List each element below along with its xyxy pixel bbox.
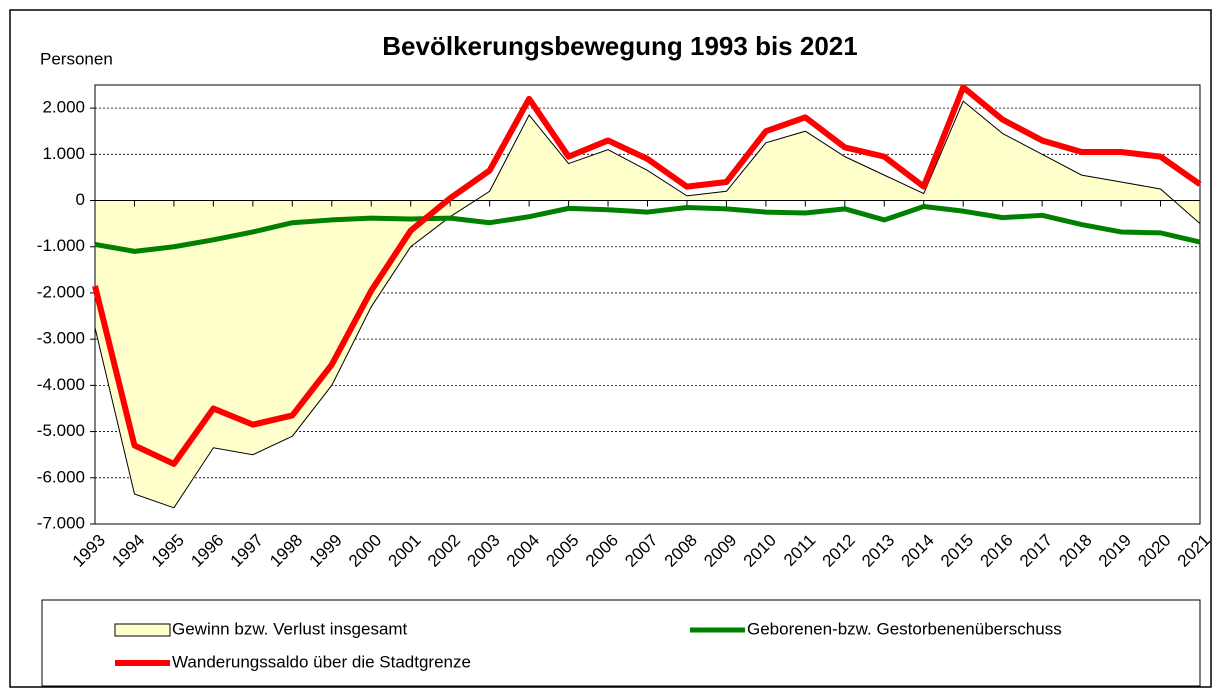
legend-label: Wanderungssaldo über die Stadtgrenze (172, 652, 471, 671)
y-tick-label: -7.000 (37, 513, 85, 532)
y-tick-label: 2.000 (42, 98, 85, 117)
legend-label: Geborenen-bzw. Gestorbenenüberschuss (747, 619, 1062, 638)
x-tick-label: 1997 (227, 531, 267, 571)
y-tick-label: -1.000 (37, 236, 85, 255)
y-tick-label: -6.000 (37, 467, 85, 486)
y-tick-label: -2.000 (37, 282, 85, 301)
x-tick-label: 1996 (187, 531, 227, 571)
x-tick-label: 2000 (345, 531, 385, 571)
x-tick-label: 2014 (898, 531, 938, 571)
x-tick-label: 2007 (621, 531, 661, 571)
x-tick-label: 2019 (1095, 531, 1135, 571)
legend-swatch (114, 623, 171, 637)
x-tick-label: 2015 (937, 531, 977, 571)
x-tick-label: 2005 (542, 531, 582, 571)
x-tick-label: 1995 (148, 531, 188, 571)
y-tick-label: 1.000 (42, 144, 85, 163)
legend (41, 599, 1201, 687)
x-tick-label: 2009 (700, 531, 740, 571)
y-tick-label: -4.000 (37, 375, 85, 394)
x-tick-label: 2016 (976, 531, 1016, 571)
line (94, 204, 1201, 254)
plot-border (94, 84, 1201, 525)
chart-title: Bevölkerungsbewegung 1993 bis 2021 (382, 31, 857, 61)
x-tick-label: 1998 (266, 531, 306, 571)
legend-label: Gewinn bzw. Verlust insgesamt (172, 619, 408, 638)
x-tick-label: 2021 (1174, 531, 1214, 571)
y-tick-label: -3.000 (37, 329, 85, 348)
y-axis-label: Personen (40, 49, 113, 68)
x-tick-label: 1999 (306, 531, 346, 571)
y-tick-label: 0 (76, 190, 85, 209)
chart-border (9, 9, 1212, 688)
x-tick-label: 2001 (385, 531, 425, 571)
x-tick-label: 1993 (69, 531, 109, 571)
x-tick-label: 2010 (740, 531, 780, 571)
x-tick-label: 2006 (582, 531, 622, 571)
x-tick-label: 2017 (1016, 531, 1056, 571)
x-tick-label: 2003 (463, 531, 503, 571)
x-tick-label: 2004 (503, 531, 543, 571)
x-tick-label: 2008 (661, 531, 701, 571)
x-tick-label: 2020 (1134, 531, 1174, 571)
x-tick-label: 2012 (819, 531, 859, 571)
x-tick-label: 2011 (780, 531, 819, 570)
line (92, 84, 1202, 467)
x-tick-label: 2013 (858, 531, 898, 571)
area-outline (94, 100, 1201, 509)
x-tick-label: 1994 (108, 531, 148, 571)
x-tick-label: 2018 (1055, 531, 1095, 571)
x-tick-label: 2002 (424, 531, 464, 571)
y-tick-label: -5.000 (37, 421, 85, 440)
